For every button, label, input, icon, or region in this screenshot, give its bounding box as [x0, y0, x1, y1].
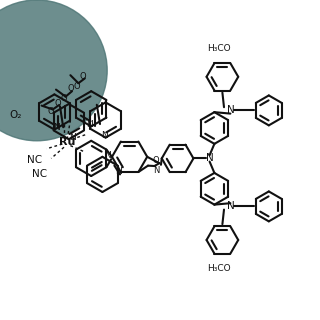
Text: N: N: [153, 166, 159, 175]
Text: Ru: Ru: [59, 137, 76, 148]
Text: O: O: [74, 82, 80, 91]
Text: O₂: O₂: [10, 110, 22, 120]
Text: N: N: [104, 151, 111, 160]
Text: N: N: [227, 105, 234, 116]
Circle shape: [0, 0, 107, 141]
Text: N: N: [115, 167, 122, 176]
Text: N: N: [227, 201, 234, 212]
Text: O: O: [79, 72, 86, 81]
Text: O: O: [68, 84, 74, 93]
Text: O: O: [55, 99, 61, 108]
Text: N: N: [68, 133, 76, 142]
Text: O: O: [48, 107, 54, 116]
Text: N: N: [86, 120, 93, 129]
Text: NC: NC: [32, 169, 47, 180]
Text: NC: NC: [27, 155, 42, 165]
Text: N: N: [206, 153, 213, 164]
Text: N: N: [100, 132, 108, 140]
Text: O: O: [153, 156, 159, 165]
Text: N: N: [53, 124, 60, 132]
Text: H₃CO: H₃CO: [207, 264, 231, 273]
Text: O: O: [60, 94, 67, 103]
Text: H₃CO: H₃CO: [207, 44, 231, 53]
